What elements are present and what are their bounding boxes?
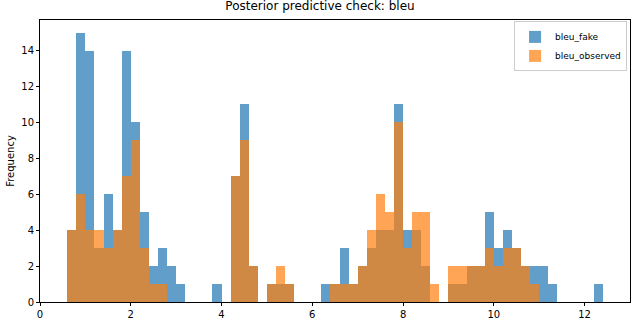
svg-text:4: 4 [28,225,34,236]
svg-text:6: 6 [309,309,315,320]
svg-text:6: 6 [28,189,34,200]
svg-text:10: 10 [21,117,34,128]
svg-text:2: 2 [128,309,134,320]
svg-text:Frequency: Frequency [5,135,16,187]
svg-text:2: 2 [28,261,34,272]
svg-text:0: 0 [28,297,34,308]
svg-text:bleu_observed: bleu_observed [555,51,621,61]
svg-text:12: 12 [21,81,34,92]
svg-text:4: 4 [218,309,224,320]
svg-text:8: 8 [400,309,406,320]
svg-text:0: 0 [37,309,43,320]
svg-text:bleu_fake: bleu_fake [555,32,599,42]
svg-text:8: 8 [28,153,34,164]
svg-text:12: 12 [578,309,591,320]
svg-text:14: 14 [21,45,34,56]
svg-text:10: 10 [487,309,500,320]
svg-text:Posterior predictive check: bl: Posterior predictive check: bleu [225,0,414,13]
